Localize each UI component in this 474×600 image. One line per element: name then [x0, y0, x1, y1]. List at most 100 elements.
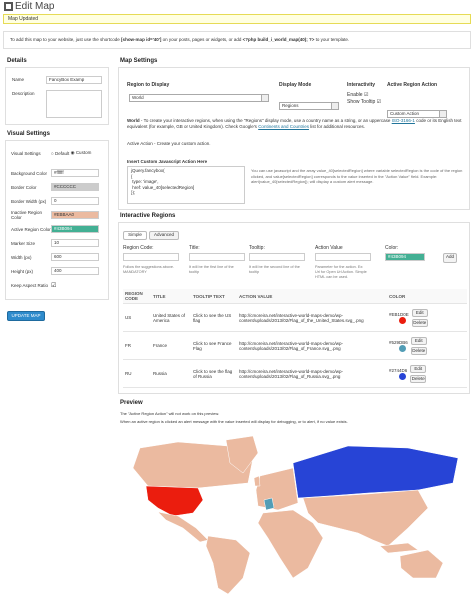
cell-color: #EB1D0E Edit Delete: [387, 303, 467, 332]
add-button[interactable]: Add: [443, 253, 457, 263]
radio-default[interactable]: ○ Default: [51, 150, 70, 156]
tab-simple[interactable]: Simple: [123, 231, 147, 240]
region-row: RU Russia Click to see the flag of Russia h…: [123, 359, 467, 388]
column-header: TOOLTIP TEXT: [191, 289, 237, 304]
checkbox[interactable]: ☑: [51, 282, 57, 289]
field-input[interactable]: 400: [51, 267, 99, 275]
label: Marker Size: [11, 240, 36, 246]
section-heading: Preview: [120, 400, 143, 406]
region: [255, 467, 299, 511]
section-heading: Details: [7, 58, 27, 64]
text-input[interactable]: [315, 253, 371, 261]
color-col: #EB1D0E: [389, 312, 409, 324]
delete-button[interactable]: Delete: [410, 374, 427, 383]
mode-select[interactable]: Regions: [279, 102, 339, 110]
field-input[interactable]: #EBBAA0: [51, 211, 99, 219]
region: [132, 441, 254, 489]
label: Color:: [385, 245, 399, 251]
region-fr[interactable]: [263, 497, 275, 511]
js-note: You can use javascript and the array val…: [251, 168, 463, 184]
field-input[interactable]: #ffffff: [51, 169, 99, 177]
field-row: Height (px) 400: [11, 265, 103, 277]
field-input[interactable]: 10: [51, 239, 99, 247]
edit-button[interactable]: Edit: [411, 308, 428, 317]
label: Border Color: [11, 184, 37, 190]
edit-button[interactable]: Edit: [410, 336, 427, 345]
column-header: COLOR: [387, 289, 467, 304]
edit-button[interactable]: Edit: [410, 364, 427, 373]
label: Insert Custom Javascript Action Here: [127, 159, 208, 164]
region-us[interactable]: [145, 485, 204, 517]
field-row: Marker Size 10: [11, 237, 103, 249]
region-ru[interactable]: [292, 445, 459, 499]
update-button[interactable]: UPDATE MAP: [7, 311, 45, 321]
keep-row: Keep Aspect Ratio ☑: [11, 279, 103, 291]
region: [399, 549, 444, 579]
cell-title: Russia: [151, 359, 191, 388]
buttons: Edit Delete: [411, 308, 428, 327]
region: [157, 511, 209, 543]
field-row: Border Width (px) 0: [11, 195, 103, 207]
text: list for additional resources.: [308, 124, 365, 129]
color-dot: [399, 372, 406, 380]
color-wrap: #EB1D0E Edit Delete: [389, 308, 465, 327]
text-input[interactable]: [249, 253, 305, 261]
name-input[interactable]: FancyBox Examp: [46, 76, 102, 84]
region: [302, 489, 429, 547]
label: Inactive Region Color: [11, 210, 43, 220]
label: Border Width (px): [11, 198, 47, 204]
link[interactable]: Continents and Countries: [258, 124, 309, 129]
delete-button[interactable]: Delete: [410, 346, 427, 355]
mode-row: Visual Settings ○ Default ◉ Custom: [11, 147, 103, 159]
buttons: Edit Delete: [410, 364, 427, 383]
text-input[interactable]: [123, 253, 179, 261]
label: Tooltip:: [249, 245, 265, 251]
field-row: Border Color #CCCCCC: [11, 181, 103, 193]
field-input[interactable]: 0: [51, 197, 99, 205]
js-textarea[interactable]: jQuery.fancybox( { type: 'image', href: …: [127, 166, 245, 204]
field-row: Background Color #ffffff: [11, 167, 103, 179]
radio-custom[interactable]: ◉ Custom: [70, 150, 92, 155]
text: World: [127, 118, 140, 123]
help: Parameter for the action. Ex: Url for Op…: [315, 265, 367, 279]
label: Display Mode: [279, 82, 312, 88]
color-col: #529DB6: [389, 340, 408, 352]
regions-table: REGION CODE TITLE TOOLTIP TEXT ACTION VALUE…: [123, 289, 467, 388]
description-input[interactable]: [46, 90, 102, 118]
color-wrap: #2744D6 Edit Delete: [389, 364, 465, 383]
text-input[interactable]: [189, 253, 245, 261]
field-input[interactable]: #43B094: [51, 225, 99, 233]
link[interactable]: ISO-3166-1: [391, 118, 415, 123]
column-header: ACTION VALUE: [237, 289, 387, 304]
help: Follow the suggestions above. MANDATORY: [123, 265, 175, 274]
label: Active Region Color: [11, 226, 51, 232]
cell-code: US: [123, 303, 151, 332]
buttons: Edit Delete: [410, 336, 427, 355]
tab-advanced[interactable]: Advanced: [149, 231, 179, 240]
field-row: Inactive Region Color #EBBAA0: [11, 209, 103, 221]
label: Description: [12, 91, 35, 96]
text: - To create your interactive regions, wh…: [139, 118, 392, 123]
region: [205, 535, 251, 595]
cell-title: United States of America: [151, 303, 191, 332]
delete-button[interactable]: Delete: [411, 318, 428, 327]
label: Visual Settings: [11, 150, 41, 156]
action-select[interactable]: Custom Action: [387, 110, 447, 118]
tooltip-check[interactable]: Show Tooltip ☑: [347, 99, 382, 105]
color-dot: [399, 316, 406, 324]
enable-check[interactable]: Enable ☑: [347, 92, 369, 98]
field-input[interactable]: #CCCCCC: [51, 183, 99, 191]
color-code: #EB1D0E: [389, 311, 409, 317]
color-wrap: #529DB6 Edit Delete: [389, 336, 465, 355]
label: Width (px): [11, 254, 32, 260]
label: Name: [12, 77, 25, 82]
field-input[interactable]: 600: [51, 253, 99, 261]
map-settings-box: Region to Display World Display Mode Reg…: [118, 67, 470, 210]
cell-code: FR: [123, 331, 151, 360]
region-select[interactable]: World: [129, 94, 269, 102]
region: [379, 542, 419, 554]
shortcode-box: To add this map to your website, just us…: [3, 31, 471, 49]
color-input[interactable]: #43B094: [385, 253, 425, 261]
text: to your template.: [314, 37, 350, 42]
